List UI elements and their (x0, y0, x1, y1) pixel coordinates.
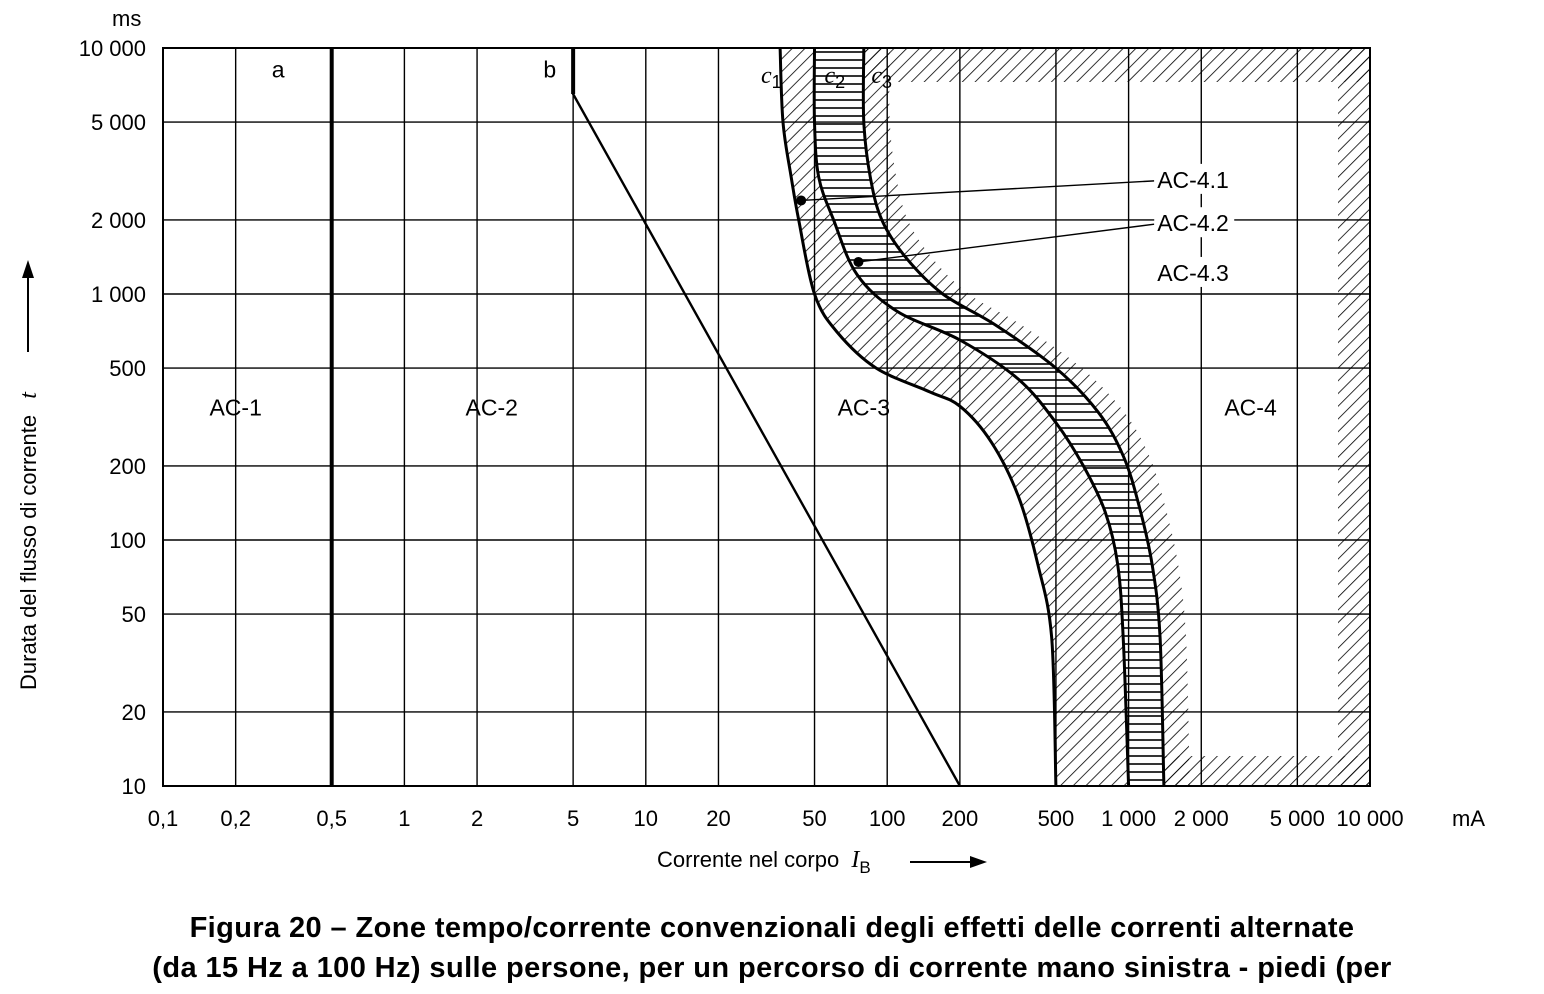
curve-labels: a b c1 c2 c3 (272, 56, 892, 92)
subzone-marker-dot (796, 195, 807, 206)
x-tick-label: 2 (471, 806, 483, 831)
y-tick-label: 10 (122, 774, 146, 799)
zone-label: AC-2 (466, 395, 518, 421)
zone-ac4-1-band (780, 48, 1129, 786)
y-tick-label: 20 (122, 700, 146, 725)
x-tick-label: 50 (802, 806, 826, 831)
curve-label-c2: c2 (825, 63, 846, 92)
curve-label-letter: c (871, 63, 882, 89)
zone-label: AC-4 (1224, 395, 1277, 421)
x-tick-label: 10 (634, 806, 658, 831)
x-tick-label: 5 000 (1270, 806, 1325, 831)
x-unit: mA (1452, 806, 1485, 831)
zone-label: AC-3 (838, 395, 890, 421)
svg-text:Durata del flusso di corrente: Durata del flusso di corrente t (16, 391, 42, 690)
subzone-marker-dot (853, 256, 864, 267)
curve-label-c1: c1 (761, 63, 782, 92)
y-tick-label: 5 000 (91, 110, 146, 135)
curve-label-subscript: 3 (882, 72, 892, 92)
y-tick-label: 1 000 (91, 282, 146, 307)
subzone-leader-line (801, 180, 1155, 202)
subzone-label-bg (1154, 256, 1235, 287)
curve-label-subscript: 1 (772, 72, 782, 92)
y-tick-label: 500 (109, 356, 146, 381)
subzone-leader-line (858, 223, 1155, 263)
figure-caption: Figura 20 – Zone tempo/corrente convenzi… (0, 908, 1544, 988)
subzone-label: AC-4.3 (1157, 260, 1229, 286)
x-tick-label: 0,2 (220, 806, 251, 831)
x-axis-arrow (910, 856, 987, 868)
y-axis-label: Durata del flusso di corrente (16, 415, 41, 690)
x-tick-label: 0,1 (148, 806, 179, 831)
zone-labels: AC-1 AC-2 AC-3 AC-4 (209, 395, 1276, 421)
zone-label: AC-1 (209, 395, 261, 421)
x-tick-label: 2 000 (1174, 806, 1229, 831)
curve-label-subscript: 2 (835, 72, 845, 92)
series-line-c3 (861, 48, 1166, 786)
x-axis-symbol: I (850, 847, 860, 873)
hatch-zones (780, 48, 1370, 786)
top-frame-band (863, 48, 1370, 82)
x-axis-label: Corrente nel corpo (657, 847, 839, 872)
curve-label-c3: c3 (871, 63, 892, 92)
bottom-frame-band (1163, 756, 1370, 786)
right-frame-band (1338, 48, 1370, 786)
subzone-labels: AC-4.1 AC-4.2 AC-4.3 (796, 163, 1235, 287)
curve-label-a: a (272, 56, 285, 82)
x-tick-label: 1 000 (1101, 806, 1156, 831)
zone-ac4-2-band (814, 48, 1164, 786)
grid (162, 47, 1371, 787)
subzone-label-bg (1154, 163, 1235, 194)
y-tick-label: 100 (109, 528, 146, 553)
subzone-label-bg (1154, 207, 1235, 238)
x-tick-label: 100 (869, 806, 906, 831)
curve-label-b: b (543, 56, 556, 82)
caption-line-1: Figura 20 – Zone tempo/corrente convenzi… (189, 912, 1355, 944)
caption-line-2: (da 15 Hz a 100 Hz) sulle persone, per u… (152, 952, 1392, 984)
x-tick-label: 20 (706, 806, 730, 831)
x-axis-subscript: B (859, 858, 870, 877)
y-axis-symbol: t (16, 391, 42, 399)
subzone-label: AC-4.2 (1157, 210, 1229, 236)
x-tick-label: 5 (567, 806, 579, 831)
y-unit: ms (112, 6, 141, 31)
series-line-c1 (778, 48, 1058, 786)
x-tick-label: 200 (942, 806, 979, 831)
subzone-label: AC-4.1 (1157, 167, 1229, 193)
x-tick-label: 1 (398, 806, 410, 831)
x-tick-label: 0,5 (316, 806, 347, 831)
zone-ac4-3-band (863, 48, 1190, 786)
series-line-b (571, 48, 961, 786)
y-tick-label: 200 (109, 454, 146, 479)
x-axis-title: Corrente nel corpo IB (657, 847, 871, 877)
curve-label-letter: c (761, 63, 772, 89)
curve-label-letter: c (825, 63, 836, 89)
x-tick-labels: 0,1 0,2 0,5 1 2 5 10 20 50 100 200 500 1 000 2 000 5 0… (148, 806, 1404, 831)
x-tick-label: 500 (1038, 806, 1075, 831)
series-line-c2 (812, 48, 1131, 786)
series-lines (329, 48, 1166, 786)
y-tick-label: 2 000 (91, 208, 146, 233)
time-current-chart: 0,1 0,2 0,5 1 2 5 10 20 50 100 200 500 1 000 2 000 5 0… (16, 6, 1485, 877)
y-tick-labels: 10 20 50 100 200 500 1 000 2 000 5 000 10 000 (79, 36, 146, 799)
plot-frame (162, 47, 1371, 787)
x-tick-label: 10 000 (1336, 806, 1403, 831)
y-axis-title: Durata del flusso di corrente t (16, 260, 42, 690)
y-tick-label: 50 (122, 602, 146, 627)
y-tick-label: 10 000 (79, 36, 146, 61)
